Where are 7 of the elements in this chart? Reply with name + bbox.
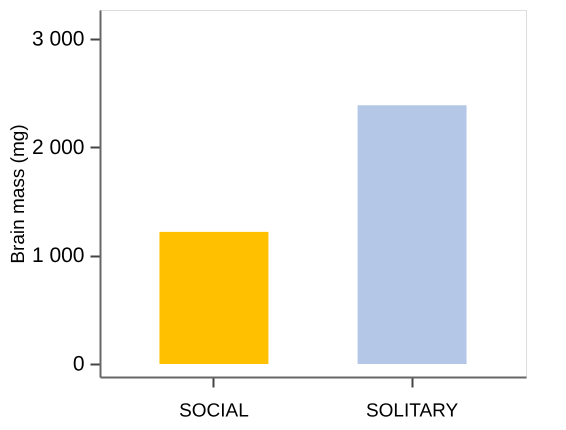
y-axis-title: Brain mass (mg) (8, 124, 29, 264)
x-tick-label: SOLITARY (366, 400, 459, 422)
y-tick-label: 0 (72, 352, 84, 376)
y-tick-label: 3 000 (32, 28, 84, 51)
y-tick-label: 2 000 (32, 136, 84, 159)
x-tick-label: SOCIAL (179, 400, 249, 422)
y-tick-label: 1 000 (32, 244, 84, 268)
